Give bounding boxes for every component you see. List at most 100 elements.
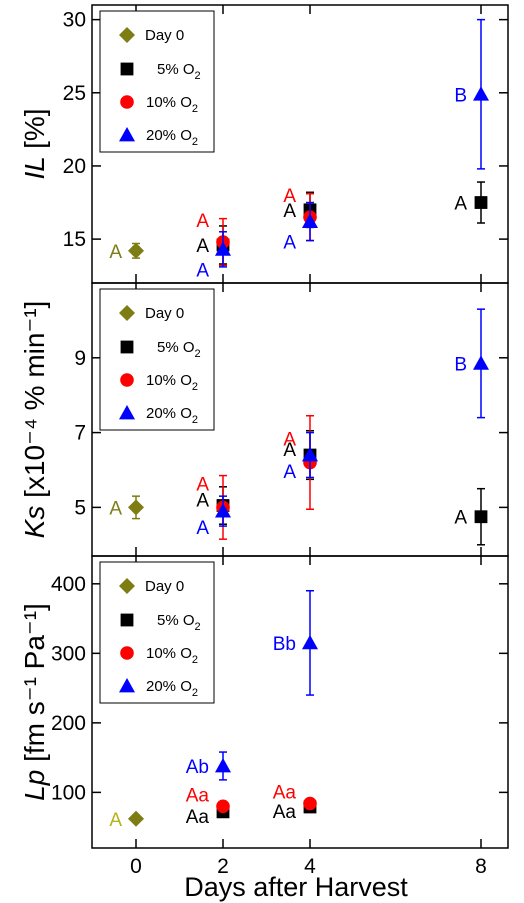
y-tick-label: 100	[51, 781, 86, 804]
legend-marker-square	[120, 62, 134, 76]
data-point-diamond	[128, 810, 144, 827]
legend-entry-name: Day 0	[145, 578, 184, 595]
y-tick-label: 5	[74, 496, 86, 519]
significance-label: Aa	[186, 807, 210, 828]
significance-label: Ab	[186, 757, 209, 778]
legend-entry-label: 10% O2	[146, 372, 198, 393]
significance-label: A	[196, 211, 209, 232]
plot-frame	[91, 555, 509, 849]
significance-label: B	[454, 354, 467, 375]
legend-entry-label: Day 0	[145, 305, 184, 322]
legend-marker-circle	[120, 646, 134, 660]
legend-entry-label: Day 0	[145, 27, 184, 44]
legend-entry-label: 20% O2	[146, 127, 198, 148]
y-axis-label-main: Lp	[19, 762, 50, 801]
legend-entry-label: 10% O2	[146, 645, 198, 666]
significance-label: Aa	[273, 783, 297, 804]
y-tick-label: 15	[63, 228, 86, 251]
series-triangle	[215, 308, 489, 527]
data-point-triangle	[215, 503, 231, 518]
series-triangle	[215, 18, 489, 268]
legend-entry-name: Day 0	[145, 305, 184, 322]
legend-entry-sub: 2	[192, 654, 198, 666]
series-diamond	[128, 242, 144, 259]
legend-marker-square	[120, 613, 134, 627]
data-point-diamond	[128, 499, 144, 516]
legend-marker-circle	[120, 373, 134, 387]
legend-entry-sub: 2	[192, 687, 198, 699]
panel-ks: 5 7 9 Ks [x10⁻⁴ % min⁻¹] Day 0 5% O2 10% O2 20%…	[19, 282, 509, 557]
series-circle	[216, 796, 317, 814]
data-point-triangle	[302, 213, 318, 228]
y-tick-label: 200	[51, 712, 86, 735]
legend-box	[99, 10, 215, 153]
significance-label: Aa	[273, 802, 297, 823]
significance-label: A	[283, 462, 296, 483]
x-tick-label: 8	[475, 855, 487, 878]
significance-label: A	[454, 508, 467, 529]
data-point-triangle	[215, 757, 231, 773]
legend-marker-diamond	[119, 27, 135, 43]
legend-entry-label: Day 0	[145, 578, 184, 595]
y-tick-label: 7	[74, 422, 86, 445]
y-axis-label: Ks [x10⁻⁴ % min⁻¹]	[19, 301, 50, 539]
legend-box	[99, 288, 215, 431]
series-circle	[216, 192, 317, 267]
data-point-triangle	[302, 447, 318, 462]
legend-marker-triangle	[119, 678, 135, 693]
significance-label: A	[109, 810, 122, 831]
data-point-circle	[216, 799, 230, 814]
series-diamond	[128, 495, 144, 520]
legend-entry-name: 5% O	[157, 612, 195, 629]
significance-label: A	[196, 474, 209, 495]
legend-entry-label: 20% O2	[146, 678, 198, 699]
legend-entry-label: 5% O2	[157, 61, 201, 82]
significance-label: A	[196, 236, 209, 257]
significance-label: A	[109, 242, 122, 263]
legend-marker-square	[120, 340, 134, 354]
data-point-triangle	[302, 634, 318, 650]
legend-entry-name: 10% O	[146, 94, 192, 111]
legend-entry-sub: 2	[195, 348, 201, 360]
legend-entry-name: 20% O	[146, 405, 192, 422]
legend-entry-label: 5% O2	[157, 339, 201, 360]
legend-entry-label: 5% O2	[157, 612, 201, 633]
series-square	[216, 429, 488, 546]
data-point-triangle	[473, 355, 489, 370]
significance-label: A	[454, 194, 467, 215]
legend-entry-name: 20% O	[146, 678, 192, 695]
x-axis-label: Days after Harvest	[184, 872, 408, 902]
y-tick-label: 30	[63, 9, 86, 32]
y-axis-label: IL [%]	[19, 108, 50, 179]
y-tick-label: 400	[51, 573, 86, 596]
y-axis-label-unit: [x10⁻⁴ % min⁻¹]	[19, 301, 50, 498]
legend-entry-name: 5% O	[157, 61, 195, 78]
y-tick-label: 20	[63, 155, 86, 178]
data-point-diamond	[128, 242, 144, 259]
legend-entry-sub: 2	[192, 103, 198, 115]
legend-entry-label: 10% O2	[146, 94, 198, 115]
data-point-triangle	[215, 241, 231, 256]
significance-label: A	[196, 260, 209, 281]
y-tick-label: 25	[63, 82, 86, 105]
legend-box	[99, 561, 215, 704]
legend-marker-diamond	[119, 578, 135, 594]
data-point-triangle	[473, 86, 489, 101]
series-square	[216, 800, 317, 819]
significance-label: A	[283, 201, 296, 222]
data-point-square	[474, 196, 488, 209]
significance-label: A	[196, 518, 209, 539]
series-diamond	[128, 810, 144, 827]
y-tick-label: 9	[74, 347, 86, 370]
legend-marker-circle	[120, 95, 134, 109]
significance-label: A	[283, 430, 296, 451]
significance-label: B	[454, 85, 467, 106]
x-tick-label: 0	[130, 855, 142, 878]
significance-label: Bb	[273, 634, 296, 655]
significance-label: A	[283, 186, 296, 207]
legend-entry-label: 20% O2	[146, 405, 198, 426]
